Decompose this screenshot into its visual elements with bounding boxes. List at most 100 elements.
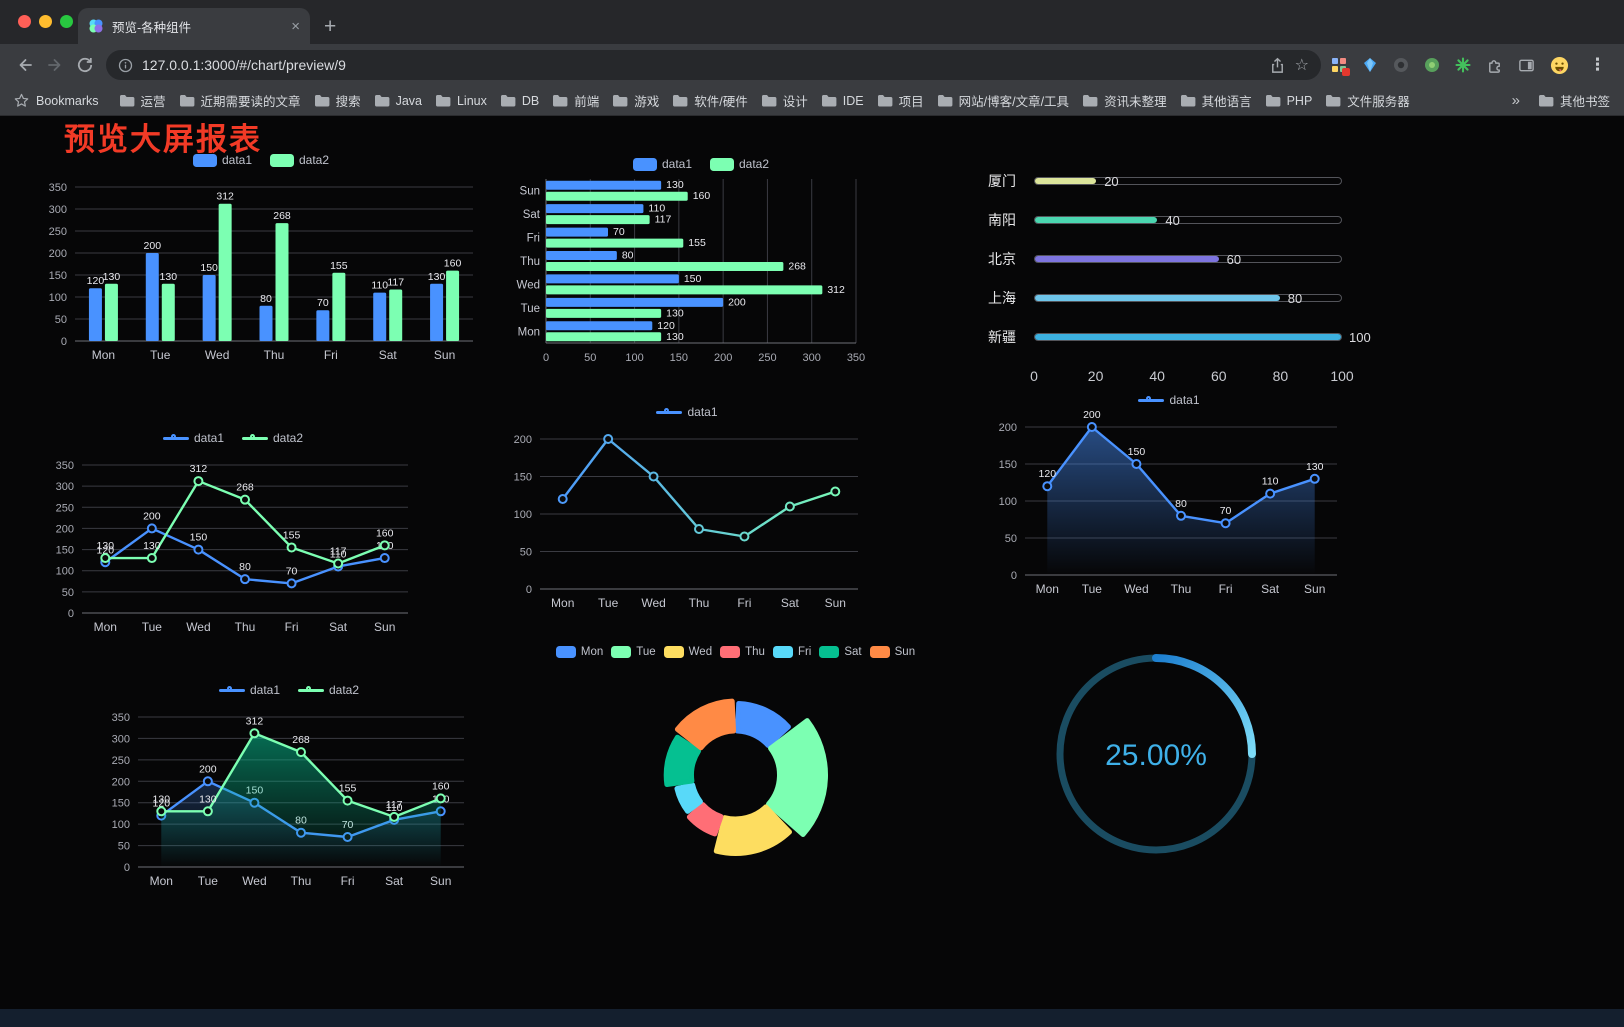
legend-item-Wed[interactable]: Wed	[663, 646, 712, 658]
progress-track[interactable]: 80	[1034, 291, 1342, 306]
axis-tick: 20	[1087, 368, 1104, 384]
bookmark-folder[interactable]: 运营	[119, 91, 166, 110]
legend-item-data1[interactable]: data1	[1138, 393, 1200, 407]
bookmark-folder[interactable]: PHP	[1265, 91, 1312, 110]
legend-item-data1[interactable]: data1	[162, 431, 224, 445]
legend-item-Fri[interactable]: Fri	[772, 646, 811, 658]
pie-sector-Sat[interactable]	[663, 734, 702, 788]
pie-sector-Tue[interactable]	[766, 718, 828, 837]
line-chart-canvas[interactable]: 0 50 100 150 200 250 300 350 Mon Tue Wed Thu Fri Sat S…	[98, 701, 480, 893]
extension-gem-icon[interactable]	[1362, 57, 1378, 73]
bookmark-folder[interactable]: 设计	[761, 91, 808, 110]
address-bar[interactable]: 127.0.0.1:3000/#/chart/preview/9 ☆	[106, 50, 1321, 80]
legend-item-data1[interactable]: data1	[632, 157, 692, 171]
bar-chart-canvas[interactable]: 0 50 100 150 200 250 300 350 Mon Tue Wed Thu Fri Sat S…	[35, 171, 487, 367]
zoom-window-button[interactable]	[60, 15, 73, 28]
legend-item-data2[interactable]: data2	[710, 157, 769, 171]
svg-text:300: 300	[803, 352, 821, 364]
bookmark-folder[interactable]: 搜索	[314, 91, 361, 110]
svg-text:100: 100	[49, 292, 67, 304]
bookmark-folder[interactable]: 近期需要读的文章	[179, 91, 301, 110]
pie-sector-Thu[interactable]	[686, 802, 724, 837]
progress-label: 厦门	[988, 172, 1016, 189]
svg-text:50: 50	[62, 587, 74, 599]
line-chart-canvas[interactable]: 0 50 100 150 200 250 300 350 Mon Tue Wed Thu Fri Sat S…	[42, 449, 424, 639]
legend-item-Sat[interactable]: Sat	[819, 646, 862, 658]
legend-swatch	[632, 157, 657, 171]
line-chart-canvas[interactable]: 0 50 100 150 200 Mon Tue Wed Thu Fri Sat Sun 120 200 1…	[985, 411, 1353, 601]
minimize-window-button[interactable]	[39, 15, 52, 28]
folder-icon	[877, 94, 893, 107]
close-window-button[interactable]	[18, 15, 31, 28]
rose-donut-canvas[interactable]	[548, 663, 923, 891]
other-bookmarks[interactable]: 其他书签	[1538, 91, 1610, 110]
bookmark-folder[interactable]: DB	[500, 91, 539, 110]
legend-item-Tue[interactable]: Tue	[611, 646, 656, 658]
browser-menu-icon[interactable]: ⋮	[1589, 55, 1606, 74]
reload-icon[interactable]	[70, 50, 100, 80]
legend-item-data1[interactable]: data1	[218, 683, 280, 697]
extension-grid-icon[interactable]	[1331, 57, 1350, 76]
bookmark-folder[interactable]: 其他语言	[1180, 91, 1252, 110]
extension-dark-circle-icon[interactable]	[1393, 57, 1409, 73]
legend-item-Mon[interactable]: Mon	[555, 646, 603, 658]
legend-item-data1[interactable]: data1	[656, 405, 718, 419]
folder-icon	[435, 94, 451, 107]
svg-text:150: 150	[670, 352, 688, 364]
progress-track[interactable]: 40	[1034, 213, 1342, 228]
browser-tab[interactable]: 预览-各种组件 ×	[78, 8, 310, 44]
back-icon[interactable]	[10, 50, 40, 80]
progress-track[interactable]: 20	[1034, 174, 1342, 189]
progress-track[interactable]: 100	[1034, 330, 1371, 345]
tab-close-icon[interactable]: ×	[291, 17, 300, 35]
legend-item-Sun[interactable]: Sun	[869, 646, 915, 658]
svg-text:120: 120	[657, 320, 675, 332]
pie-sector-Sun[interactable]	[674, 698, 737, 751]
svg-text:80: 80	[622, 250, 634, 262]
extension-green-circle-icon[interactable]	[1424, 57, 1440, 73]
line-chart-canvas[interactable]: 0 50 100 150 200 Mon Tue Wed Thu Fri Sat Sun	[500, 423, 874, 615]
bookmark-folder[interactable]: 软件/硬件	[672, 91, 748, 110]
page-content: 预览大屏报表 data1 data2 0 50 100 150 200 250 300 350 Mo…	[0, 117, 1624, 1027]
legend-item-data2[interactable]: data2	[298, 683, 359, 697]
side-panel-icon[interactable]	[1518, 57, 1535, 74]
progress-track[interactable]: 60	[1034, 252, 1342, 267]
bookmark-folder[interactable]: Java	[374, 91, 422, 110]
bookmark-star-icon[interactable]: ☆	[1294, 57, 1309, 74]
gauge-canvas[interactable]: 25.00%	[1038, 642, 1278, 877]
svg-text:130: 130	[666, 307, 684, 319]
bookmark-folder[interactable]: 前端	[552, 91, 599, 110]
profile-avatar[interactable]	[1550, 56, 1569, 75]
bookmark-folder[interactable]: IDE	[821, 91, 864, 110]
pie-sector-Wed[interactable]	[713, 804, 792, 856]
share-icon[interactable]	[1269, 57, 1286, 74]
bookmark-folder[interactable]: 游戏	[612, 91, 659, 110]
pie-sector-Fri[interactable]	[674, 782, 703, 814]
bookmarks-star-icon[interactable]	[14, 93, 29, 108]
bookmark-folder[interactable]: 资讯未整理	[1082, 91, 1167, 110]
site-info-icon[interactable]	[118, 58, 133, 73]
legend-item-data2[interactable]: data2	[242, 431, 303, 445]
svg-text:130: 130	[160, 271, 178, 283]
folder-icon	[119, 94, 135, 107]
legend-item-data1[interactable]: data1	[192, 153, 252, 167]
extension-green-star-icon[interactable]	[1455, 57, 1471, 73]
bookmark-folder[interactable]: 文件服务器	[1325, 91, 1410, 110]
bookmark-folder[interactable]: 项目	[877, 91, 924, 110]
bookmark-folder[interactable]: 网站/博客/文章/工具	[937, 91, 1069, 110]
forward-icon[interactable]	[40, 50, 70, 80]
legend-item-Thu[interactable]: Thu	[720, 646, 765, 658]
puzzle-extensions-icon[interactable]	[1486, 57, 1503, 74]
svg-text:268: 268	[236, 482, 254, 494]
legend-item-data2[interactable]: data2	[270, 153, 329, 167]
svg-text:117: 117	[655, 214, 672, 226]
chart-legend: data1 data2	[98, 679, 480, 701]
pie-sector-Mon[interactable]	[734, 700, 791, 748]
new-tab-button[interactable]: +	[324, 15, 337, 38]
traffic-lights	[18, 15, 73, 28]
bookmark-folder[interactable]: Linux	[435, 91, 487, 110]
bookmarks-label[interactable]: Bookmarks	[36, 93, 99, 108]
bookmarks-overflow-chevron[interactable]: »	[1511, 92, 1520, 109]
legend-swatch	[869, 646, 890, 658]
